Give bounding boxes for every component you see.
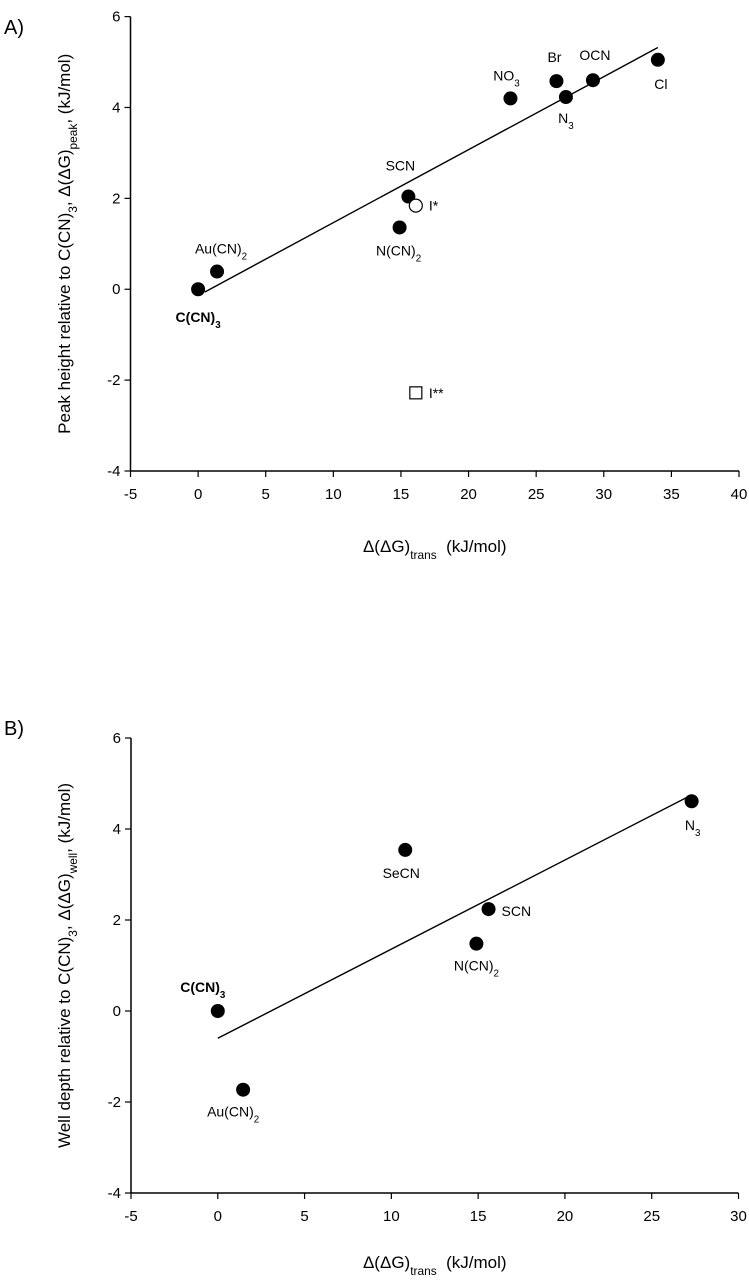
x-tick-label: 15 [393, 486, 410, 503]
data-point [549, 74, 564, 89]
data-label: SeCN [383, 865, 420, 881]
data-label: Cl [654, 76, 667, 92]
data-label: N3 [685, 817, 701, 839]
data-point [191, 282, 206, 297]
y-tick-label: 6 [112, 9, 120, 26]
data-point [392, 220, 407, 235]
data-point-open-square [409, 386, 423, 400]
x-tick-label: 0 [194, 486, 202, 503]
data-point [398, 842, 413, 857]
data-point [585, 73, 600, 88]
y-axis-label: Peak height relative to C(CN)3, Δ(ΔG)pea… [55, 54, 80, 434]
y-tick-label: 0 [113, 1003, 121, 1020]
chart-panel-b: B) -5 0 5 10 15 20 25 30 -4 -2 0 2 4 6 Δ(ΔG)trans (kJ/m… [4, 718, 747, 1278]
x-tick-label: 5 [262, 486, 270, 503]
x-tick-label: 25 [528, 486, 545, 503]
data-label: OCN [579, 47, 610, 63]
panel-label: B) [4, 718, 24, 740]
x-tick-label: -5 [124, 486, 137, 503]
data-label: SCN [502, 903, 532, 919]
data-point [684, 794, 699, 809]
data-point [503, 91, 518, 106]
data-label: Au(CN)2 [207, 1104, 259, 1126]
data-label: SCN [386, 158, 416, 174]
data-label: N(CN)2 [454, 958, 499, 980]
x-axis-label: Δ(ΔG)trans (kJ/mol) [363, 1253, 507, 1278]
x-tick-label: 15 [470, 1208, 487, 1225]
x-tick-label: 0 [214, 1208, 222, 1225]
data-point [469, 936, 484, 951]
y-tick-label: 4 [112, 99, 120, 116]
data-label: N(CN)2 [376, 242, 421, 263]
data-label: NO3 [493, 67, 520, 89]
data-label: Au(CN)2 [195, 241, 247, 263]
data-label: Br [547, 49, 561, 65]
x-tick-label: 25 [643, 1208, 660, 1225]
y-tick-label: 2 [112, 190, 120, 207]
y-tick-label: 0 [112, 281, 120, 298]
y-tick-label: -2 [108, 1094, 121, 1111]
data-label: I* [429, 198, 439, 214]
regression-line [204, 46, 659, 293]
x-tick-label: 10 [325, 486, 342, 503]
data-point [210, 264, 225, 279]
data-label: I** [429, 385, 444, 401]
data-label: N3 [558, 110, 574, 132]
x-tick-label: 35 [663, 486, 680, 503]
x-tick-label: 20 [460, 486, 477, 503]
data-point [650, 52, 665, 67]
y-tick-label: -4 [107, 463, 120, 480]
data-point [481, 902, 496, 917]
chart-panel-a: A) -5 0 5 10 15 20 25 30 35 40 -4 -2 0 2 4 6 Δ(ΔG)trans (… [4, 9, 747, 562]
data-point-open-circle [408, 198, 423, 213]
x-axis-label: Δ(ΔG)trans (kJ/mol) [363, 537, 507, 562]
data-label: C(CN)3 [176, 309, 222, 331]
panel-label: A) [4, 17, 24, 39]
y-tick-label: 6 [113, 730, 121, 747]
data-point [558, 90, 573, 105]
data-point [236, 1082, 251, 1097]
y-tick-label: 2 [113, 912, 121, 929]
data-point [210, 1004, 225, 1018]
x-tick-label: 40 [731, 486, 748, 503]
x-tick-label: 20 [557, 1208, 574, 1225]
x-tick-label: 30 [730, 1208, 747, 1225]
x-tick-label: 5 [300, 1208, 308, 1225]
y-tick-label: -4 [108, 1185, 121, 1202]
x-tick-label: -5 [124, 1208, 137, 1225]
x-tick-label: 10 [383, 1208, 400, 1225]
y-tick-label: -2 [107, 372, 120, 389]
data-label: C(CN)3 [180, 979, 226, 1001]
regression-line [217, 796, 689, 1039]
x-tick-label: 30 [595, 486, 612, 503]
y-axis-label: Well depth relative to C(CN)3, Δ(ΔG)well… [55, 783, 80, 1148]
y-tick-label: 4 [113, 821, 121, 838]
